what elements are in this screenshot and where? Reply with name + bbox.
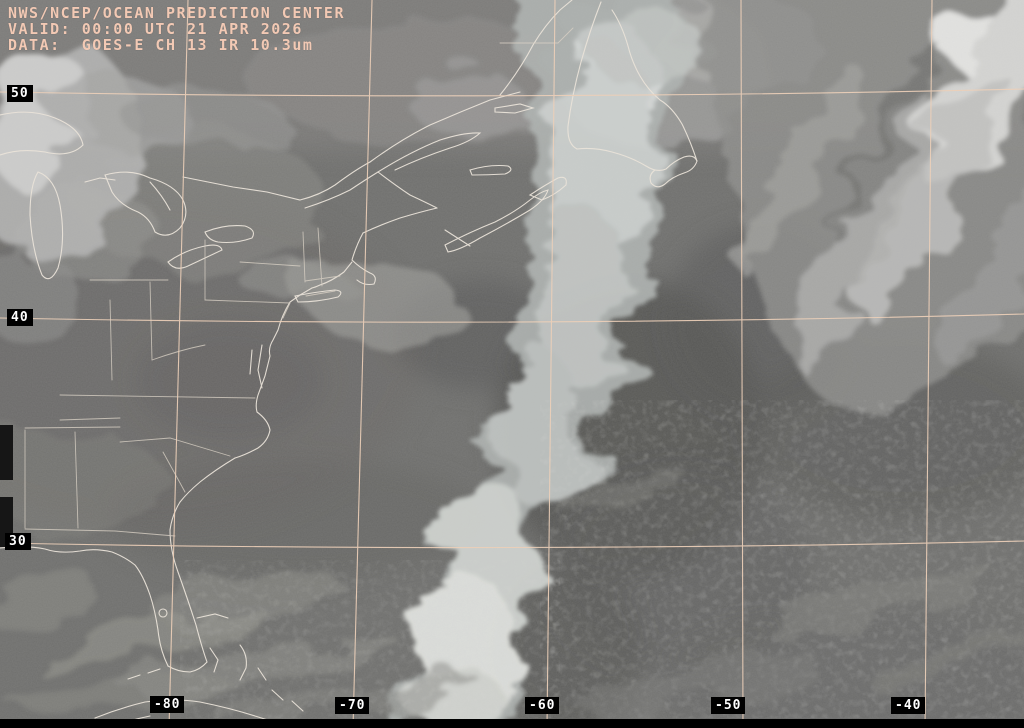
lon-label-50: -50 [711, 697, 746, 714]
lon-label-80: -80 [150, 696, 185, 713]
border-layer [24, 27, 574, 537]
lat-label-30: 30 [5, 533, 31, 550]
header-valid-time: VALID: 00:00 UTC 21 APR 2026 [8, 20, 303, 38]
bottom-black-bar [0, 719, 1024, 728]
lon-label-40: -40 [891, 697, 926, 714]
lat-label-50: 50 [7, 85, 33, 102]
lon-label-60: -60 [525, 697, 560, 714]
lat-label-40: 40 [7, 309, 33, 326]
header-title: NWS/NCEP/OCEAN PREDICTION CENTER [8, 4, 345, 22]
lon-label-70: -70 [335, 697, 370, 714]
scan-edge-artifact [0, 425, 13, 480]
header-data-source: DATA: GOES-E CH 13 IR 10.3um [8, 36, 314, 54]
coastline-layer [0, 0, 698, 728]
